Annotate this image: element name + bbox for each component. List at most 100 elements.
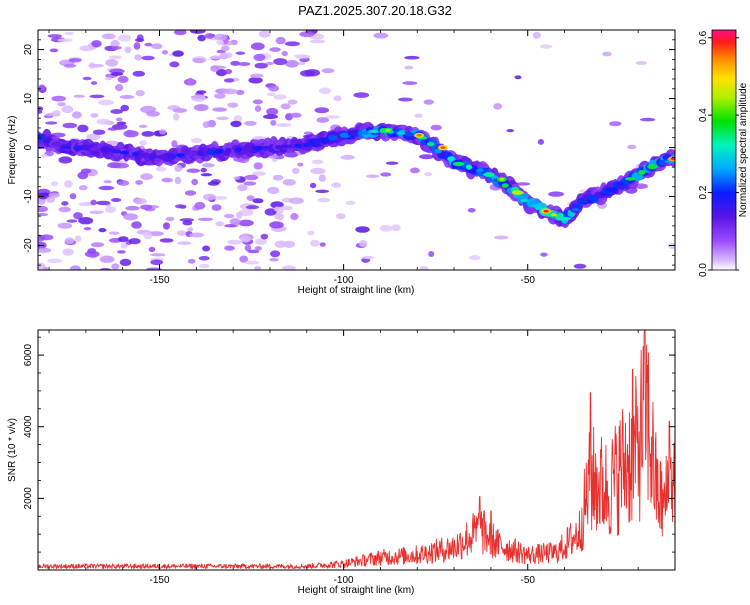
- heatmap-noise-blob: [236, 211, 243, 219]
- heatmap-ridge-core: [262, 145, 270, 150]
- heatmap-noise-blob: [266, 107, 279, 116]
- heatmap-noise-blob: [187, 227, 194, 232]
- heatmap-hotspot: [543, 209, 549, 213]
- heatmap-noise-blob: [64, 31, 74, 36]
- colorbar-gradient: [711, 29, 737, 271]
- heatmap-noise-blob: [77, 124, 89, 133]
- heatmap-noise-blob: [391, 224, 401, 232]
- heatmap-ridge-core: [586, 194, 598, 201]
- heatmap-noise-blob: [288, 197, 304, 204]
- heatmap-ridge-core: [511, 190, 524, 195]
- heatmap-ridge-core: [140, 152, 150, 158]
- heatmap-noise-blob: [297, 61, 306, 66]
- heatmap-ridge-core: [476, 168, 484, 172]
- heatmap-noise-blob: [216, 39, 224, 46]
- heatmap-noise-blob: [91, 40, 102, 48]
- heatmap-hotspot: [385, 129, 391, 132]
- heatmap-noise-blob: [118, 236, 129, 243]
- heatmap-ridge-core: [483, 172, 495, 178]
- heatmap-noise-blob: [252, 198, 264, 204]
- heatmap-noise-blob: [191, 137, 203, 144]
- heatmap-noise-blob: [199, 263, 210, 269]
- spectrogram-ytick-label: -20: [23, 238, 34, 253]
- spectrogram-ytick-label: -10: [23, 189, 34, 204]
- heatmap-ridge-core: [638, 170, 646, 175]
- heatmap-noise-blob: [110, 109, 123, 114]
- heatmap-noise-blob: [269, 257, 279, 262]
- heatmap-noise-blob: [134, 54, 142, 61]
- heatmap-noise-blob: [265, 61, 274, 66]
- heatmap-noise-blob: [469, 255, 481, 261]
- heatmap-noise-blob: [319, 242, 326, 247]
- heatmap-noise-blob: [414, 113, 423, 118]
- heatmap-noise-blob: [506, 129, 514, 133]
- heatmap-noise-blob: [318, 174, 326, 182]
- heatmap-ridge-core: [396, 131, 406, 136]
- snr-ylabel: SNR (10 * v/v): [7, 418, 18, 482]
- heatmap-noise-blob: [83, 227, 92, 231]
- heatmap-noise-blob: [428, 251, 435, 257]
- heatmap-ridge-core: [314, 140, 321, 146]
- heatmap-noise-blob: [358, 240, 368, 247]
- heatmap-noise-blob: [494, 235, 509, 240]
- heatmap-noise-blob: [95, 200, 111, 206]
- colorbar-label: Normalized spectral amplitude: [738, 82, 749, 217]
- heatmap-noise-blob: [169, 61, 180, 68]
- heatmap-noise-blob: [89, 94, 105, 99]
- heatmap-noise-blob: [62, 122, 78, 129]
- snr-panel: -150 -100 -50 2000 4000 6000 Height of straig…: [7, 329, 676, 596]
- heatmap-noise-blob: [155, 166, 167, 172]
- heatmap-noise-blob: [229, 218, 241, 225]
- heatmap-noise-blob: [273, 94, 287, 100]
- heatmap-noise-blob: [57, 102, 66, 107]
- heatmap-noise-blob: [213, 33, 228, 41]
- heatmap-ridge-core: [550, 213, 558, 217]
- heatmap-noise-blob: [79, 45, 95, 52]
- heatmap-noise-blob: [96, 118, 111, 125]
- heatmap-noise-blob: [314, 107, 330, 114]
- heatmap-noise-blob: [239, 208, 254, 217]
- heatmap-noise-blob: [331, 182, 342, 188]
- heatmap-noise-blob: [58, 156, 73, 164]
- heatmap-ridge-core: [447, 156, 455, 161]
- heatmap-noise-blob: [103, 180, 112, 184]
- heatmap-noise-blob: [202, 163, 215, 168]
- heatmap-noise-blob: [627, 144, 637, 150]
- heatmap-noise-blob: [171, 140, 178, 148]
- heatmap-noise-blob: [50, 181, 59, 187]
- heatmap-hotspot: [670, 157, 675, 161]
- heatmap-noise-blob: [230, 120, 242, 128]
- heatmap-noise-blob: [419, 266, 429, 270]
- heatmap-noise-blob: [537, 139, 545, 145]
- heatmap-noise-blob: [235, 51, 246, 55]
- heatmap-noise-blob: [117, 34, 132, 42]
- spectrogram-frame: [37, 29, 676, 271]
- heatmap-noise-blob: [307, 230, 315, 236]
- heatmap-noise-blob: [214, 93, 226, 99]
- heatmap-noise-blob: [514, 75, 522, 80]
- heatmap-noise-blob: [200, 167, 207, 173]
- heatmap-noise-blob: [61, 105, 74, 113]
- colorbar-tick-label: 0.6: [698, 30, 709, 44]
- heatmap-ridge-core: [625, 177, 636, 181]
- heatmap-noise-blob: [38, 197, 46, 205]
- heatmap-noise-blob: [244, 260, 259, 265]
- chart-title: PAZ1.2025.307.20.18.G32: [298, 3, 452, 18]
- heatmap-noise-blob: [151, 43, 163, 50]
- heatmap-noise-blob: [247, 249, 260, 254]
- heatmap-noise-blob: [211, 204, 222, 211]
- heatmap-noise-blob: [280, 103, 291, 110]
- heatmap-noise-blob: [340, 154, 355, 160]
- heatmap-noise-blob: [51, 95, 66, 102]
- heatmap-noise-blob: [237, 184, 248, 192]
- heatmap-noise-blob: [148, 246, 156, 253]
- heatmap-noise-blob: [45, 121, 58, 125]
- heatmap-ridge-core: [426, 142, 435, 147]
- heatmap-noise-blob: [430, 124, 442, 131]
- heatmap-noise-blob: [159, 129, 167, 135]
- heatmap-noise-blob: [215, 69, 228, 77]
- snr-series-layer: [38, 330, 675, 570]
- heatmap-noise-blob: [186, 77, 194, 86]
